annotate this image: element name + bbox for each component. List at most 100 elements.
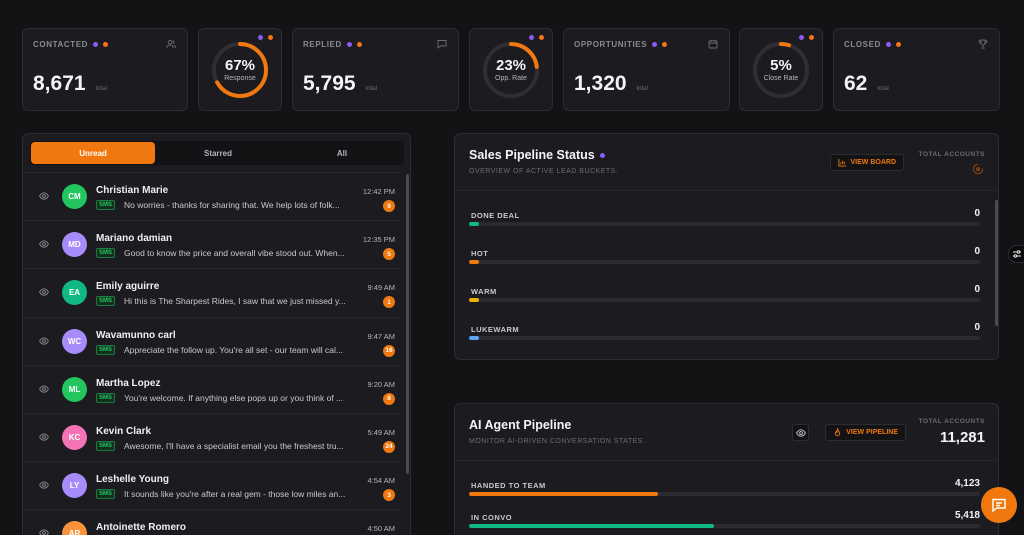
eye-icon[interactable] [39, 191, 49, 201]
channel-badge: SMS [96, 296, 116, 307]
inbox-scrollbar[interactable] [406, 174, 409, 474]
stage-progress-track [469, 298, 980, 302]
eye-icon[interactable] [39, 336, 49, 346]
stat-card-opportunities: OPPORTUNITIES 1,320 total [563, 28, 730, 111]
progress-ring: 67% Response [210, 40, 270, 100]
message-time: 9:47 AM [367, 331, 395, 341]
conversation-row[interactable]: CM Christian Marie 12:42 PM SMS No worries -… [23, 172, 401, 220]
tab-all[interactable]: All [336, 148, 348, 158]
contact-name: Kevin Clark [96, 425, 152, 437]
ring-label: Opp. Rate [495, 74, 527, 82]
contact-name: Emily aguirre [96, 281, 160, 293]
ring-percent: 23% [495, 56, 527, 74]
inbox-tabs: Unread Starred All [30, 141, 404, 165]
message-time: 4:50 AM [367, 524, 395, 534]
eye-icon[interactable] [39, 480, 49, 490]
contact-name: Mariano damian [96, 233, 173, 245]
message-preview: Appreciate the follow up. You're all set… [124, 344, 343, 355]
stage-name: IN CONVO [471, 513, 513, 522]
tab-unread[interactable]: Unread [31, 142, 155, 164]
purple-dot [93, 42, 99, 47]
stat-card-replied: REPLIED 5,795 total [292, 28, 459, 111]
stage-count: 0 [974, 246, 980, 257]
contact-name: Leshelle Young [96, 474, 169, 486]
stat-suffix: total [636, 86, 648, 92]
view-pipeline-button[interactable]: VIEW PIPELINE [825, 424, 906, 441]
purple-dot [599, 152, 605, 158]
stage-progress-track [469, 336, 980, 340]
ring-percent: 5% [770, 56, 792, 74]
users-icon [166, 39, 176, 49]
stat-label-text: CONTACTED [33, 40, 89, 49]
contact-name: Martha Lopez [96, 377, 161, 389]
message-time: 4:54 AM [367, 476, 395, 486]
stage-count: 0 [974, 284, 980, 295]
message-time: 5:49 AM [367, 427, 395, 437]
view-pipeline-label: VIEW PIPELINE [846, 429, 898, 436]
contact-name: Wavamunno carl [96, 329, 176, 341]
stat-card-closed: CLOSED 62 total [833, 28, 1000, 111]
stage-count: 4,123 [954, 478, 980, 489]
conversation-row[interactable]: AR Antoinette Romero 4:50 AM [23, 509, 401, 535]
visibility-button[interactable] [792, 424, 809, 441]
inbox-panel: Unread Starred All CM Christian Marie 12:4… [22, 133, 411, 535]
total-accounts-label: TOTAL ACCOUNTS [918, 418, 985, 425]
orange-dot [539, 35, 544, 40]
pipeline-stage-row[interactable]: IN CONVO 5,418 [469, 510, 980, 535]
conversation-row[interactable]: EA Emily aguirre 9:49 AM SMS Hi this is The … [23, 268, 401, 316]
eye-icon[interactable] [39, 528, 49, 535]
unread-count-badge: 24 [383, 440, 395, 453]
stage-count: 0 [974, 208, 980, 219]
eye-icon[interactable] [39, 432, 49, 442]
purple-dot [652, 42, 658, 47]
message-preview: You're welcome. If anything else pops up… [124, 392, 344, 403]
pipeline-scrollbar[interactable] [995, 200, 998, 326]
eye-icon[interactable] [39, 287, 49, 297]
divider [455, 460, 998, 461]
conversation-row[interactable]: ML Martha Lopez 9:20 AM SMS You're welcome. … [23, 364, 401, 413]
stage-count: 5,418 [954, 510, 980, 521]
view-board-label: VIEW BOARD [850, 159, 897, 166]
panel-subtitle: MONITOR AI-DRIVEN CONVERSATION STATES. [469, 438, 646, 445]
stat-label-text: OPPORTUNITIES [574, 40, 648, 49]
avatar: KC [62, 424, 87, 450]
conversation-list: CM Christian Marie 12:42 PM SMS No worries -… [23, 172, 401, 535]
settings-toggle-button[interactable] [1008, 245, 1024, 263]
message-preview: Awesome, I'll have a specialist email yo… [124, 440, 344, 451]
ring-label: Close Rate [763, 74, 799, 82]
stage-name: HOT [471, 249, 489, 258]
eye-icon[interactable] [39, 384, 49, 394]
conversation-row[interactable]: MD Mariano damian 12:35 PM SMS Good to know … [23, 220, 401, 268]
stat-suffix: total [365, 86, 377, 92]
tab-starred[interactable]: Starred [203, 148, 232, 158]
conversation-row[interactable]: KC Kevin Clark 5:49 AM SMS Awesome, I'll hav… [23, 412, 401, 461]
stage-progress-fill [469, 524, 715, 528]
stage-progress-fill [469, 298, 480, 302]
stage-progress-fill [469, 260, 480, 264]
message-time: 12:35 PM [362, 235, 395, 245]
pipeline-stage-row[interactable]: WARM 0 [469, 284, 980, 314]
pipeline-stage-row[interactable]: HOT 0 [469, 246, 980, 276]
conversation-row[interactable]: WC Wavamunno carl 9:47 AM SMS Appreciate the… [23, 316, 401, 365]
purple-dot [885, 42, 891, 47]
stat-label: REPLIED [303, 40, 362, 49]
contact-name: Antoinette Romero [96, 522, 186, 534]
stat-label: OPPORTUNITIES [574, 40, 668, 49]
message-preview: Hi this is The Sharpest Rides, I saw tha… [124, 296, 346, 307]
orange-dot [356, 42, 362, 47]
pipeline-stage-row[interactable]: HANDED TO TEAM 4,123 [469, 478, 980, 508]
avatar: AR [62, 521, 87, 535]
stage-name: WARM [471, 287, 497, 296]
pipeline-stage-row[interactable]: DONE DEAL 0 [469, 208, 980, 238]
stage-count: 0 [974, 322, 980, 333]
chat-fab-button[interactable] [981, 487, 1017, 523]
pipeline-stage-row[interactable]: LUKEWARM 0 [469, 322, 980, 352]
trophy-icon [978, 39, 988, 49]
avatar: LY [62, 473, 87, 499]
stat-number: 5,795 [303, 72, 356, 95]
channel-badge: SMS [96, 248, 116, 259]
eye-icon[interactable] [39, 239, 49, 249]
view-board-button[interactable]: VIEW BOARD [829, 154, 904, 171]
message-time: 9:20 AM [367, 379, 395, 389]
conversation-row[interactable]: LY Leshelle Young 4:54 AM SMS It sounds like… [23, 461, 401, 509]
